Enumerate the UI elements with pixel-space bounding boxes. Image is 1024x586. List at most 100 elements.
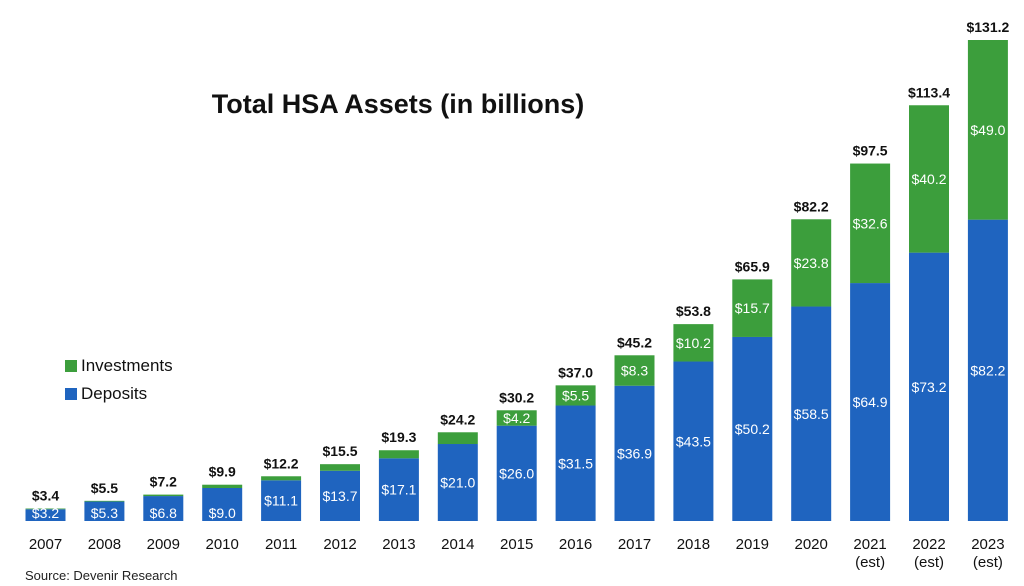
bar-deposits-2021 — [850, 283, 891, 521]
label-total-2014: $24.2 — [440, 411, 475, 427]
x-tick-sub-2021: (est) — [855, 554, 885, 571]
label-total-2021: $97.5 — [853, 143, 888, 159]
label-investments-2019: $15.7 — [735, 300, 770, 316]
label-total-2022: $113.4 — [908, 84, 950, 100]
label-deposits-2016: $31.5 — [558, 455, 593, 471]
legend-swatch-investments — [65, 360, 77, 372]
bar-deposits-2017 — [614, 385, 655, 521]
bar-investments-2023 — [967, 40, 1008, 220]
legend-label-investments: Investments — [81, 356, 173, 375]
label-investments-2018: $10.2 — [676, 335, 711, 351]
bar-deposits-2010 — [202, 488, 243, 521]
label-deposits-2008: $5.3 — [91, 505, 118, 521]
label-group: $3.2$3.4 2007 $5.3 $5.5 2008 $6.8 $7.2 2009 $9.0… — [29, 19, 1010, 571]
bar-investments-2019 — [732, 279, 773, 337]
label-total-2013: $19.3 — [381, 429, 416, 445]
label-total-2016: $37.0 — [558, 364, 593, 380]
label-deposits-2018: $43.5 — [676, 433, 711, 449]
bar-investments-2020 — [791, 219, 832, 307]
x-tick-2021: 2021 — [853, 536, 886, 553]
label-total-2023: $131.2 — [966, 19, 1009, 35]
bar-investments-2015 — [496, 410, 537, 426]
bar-deposits-2012 — [320, 470, 360, 521]
x-tick-2007: 2007 — [29, 536, 62, 553]
label-deposits-2020: $58.5 — [794, 406, 829, 422]
x-tick-2013: 2013 — [382, 536, 415, 553]
x-tick-2018: 2018 — [677, 536, 710, 553]
bar-deposits-2022 — [909, 252, 949, 521]
bar-deposits-2015 — [496, 425, 537, 521]
bar-investments-2018 — [673, 324, 714, 362]
label-investments-2020: $23.8 — [794, 255, 829, 271]
label-deposits-2011: $11.1 — [264, 493, 298, 509]
x-tick-2016: 2016 — [559, 536, 592, 553]
label-investments-2023: $49.0 — [970, 122, 1005, 138]
x-tick-sub-2022: (est) — [914, 554, 944, 571]
label-deposits-2007: $3.2 — [32, 505, 59, 521]
label-total-2018: $53.8 — [676, 303, 711, 319]
label-deposits-2019: $50.2 — [735, 421, 770, 437]
bar-deposits-2014 — [437, 444, 478, 521]
label-total-2007: $3.4 — [32, 488, 59, 504]
bar-deposits-2008 — [84, 501, 125, 521]
x-tick-2019: 2019 — [736, 536, 769, 553]
label-deposits-2023: $82.2 — [970, 362, 1005, 378]
chart-title: Total HSA Assets (in billions) — [212, 89, 585, 119]
x-tick-2008: 2008 — [88, 536, 121, 553]
bar-investments-2016 — [555, 385, 596, 406]
bar-investments-2008 — [84, 500, 125, 502]
label-total-2015: $30.2 — [499, 389, 534, 405]
bar-deposits-2018 — [673, 361, 714, 521]
bar-group — [25, 40, 1008, 521]
bar-investments-2011 — [261, 476, 302, 481]
label-investments-2021: $32.6 — [853, 215, 888, 231]
label-deposits-2017: $36.9 — [617, 445, 652, 461]
x-tick-2010: 2010 — [206, 536, 239, 553]
label-investments-2017: $8.3 — [621, 363, 648, 379]
chart-legend: Investments Deposits — [65, 356, 173, 403]
label-deposits-2010: $9.0 — [209, 505, 236, 521]
bar-deposits-2011 — [261, 480, 302, 521]
x-tick-2012: 2012 — [323, 536, 356, 553]
bar-deposits-2019 — [732, 336, 773, 521]
label-total-2019: $65.9 — [735, 258, 770, 274]
label-total-2008: $5.5 — [91, 480, 118, 496]
x-tick-2014: 2014 — [441, 536, 474, 553]
bar-deposits-2007 — [25, 509, 66, 521]
x-tick-2015: 2015 — [500, 536, 533, 553]
x-tick-2023: 2023 — [971, 536, 1004, 553]
bar-investments-2007 — [25, 508, 66, 510]
label-deposits-2009: $6.8 — [150, 505, 177, 521]
x-tick-2020: 2020 — [795, 536, 828, 553]
x-tick-2011: 2011 — [265, 536, 297, 553]
label-total-2010: $9.9 — [209, 464, 236, 480]
bar-investments-2021 — [850, 163, 891, 284]
x-tick-2017: 2017 — [618, 536, 651, 553]
bar-deposits-2013 — [378, 458, 419, 521]
label-total-2017: $45.2 — [617, 334, 652, 350]
legend-swatch-deposits — [65, 388, 77, 400]
label-deposits-2022: $73.2 — [911, 379, 946, 395]
x-tick-2009: 2009 — [147, 536, 180, 553]
bar-investments-2013 — [378, 450, 419, 459]
bar-investments-2022 — [909, 105, 949, 253]
bar-investments-2010 — [202, 484, 243, 489]
label-total-2009: $7.2 — [150, 474, 177, 490]
label-investments-2015: $4.2 — [503, 410, 530, 426]
bar-investments-2012 — [320, 464, 360, 471]
label-total-2012: $15.5 — [322, 443, 357, 459]
bar-deposits-2009 — [143, 496, 184, 521]
source-note: Source: Devenir Research — [25, 568, 177, 583]
legend-label-deposits: Deposits — [81, 384, 147, 403]
label-total-2020: $82.2 — [794, 198, 829, 214]
label-deposits-2015: $26.0 — [499, 465, 534, 481]
bar-investments-2017 — [614, 355, 655, 386]
label-deposits-2012: $13.7 — [322, 488, 357, 504]
x-tick-2022: 2022 — [912, 536, 945, 553]
bar-deposits-2016 — [555, 405, 596, 521]
label-deposits-2014: $21.0 — [440, 475, 475, 491]
bar-investments-2009 — [143, 494, 184, 497]
x-tick-sub-2023: (est) — [973, 554, 1003, 571]
label-total-2011: $12.2 — [264, 455, 299, 471]
